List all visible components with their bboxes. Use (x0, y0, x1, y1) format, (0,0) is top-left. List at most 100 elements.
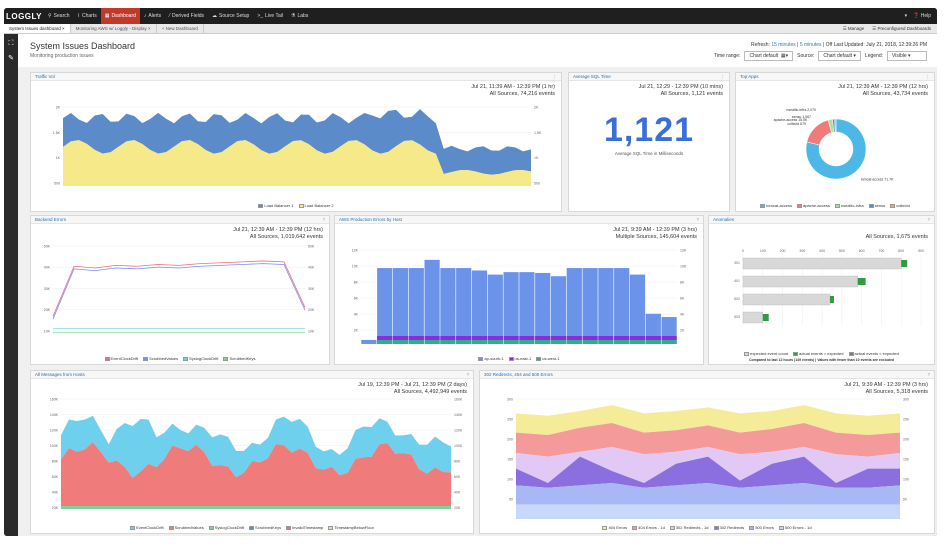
legend-item[interactable]: InvalidTimestamp (286, 525, 323, 530)
panel-menu-icon[interactable]: ? (322, 217, 325, 222)
y-tick-label: 500 (534, 181, 540, 185)
expected-bar (742, 275, 858, 288)
legend-item[interactable]: 404 Errors - 1d (632, 525, 665, 530)
legend-item[interactable]: actual events > expected (793, 351, 844, 356)
panel-menu-icon[interactable]: ? (696, 217, 699, 222)
legend-item[interactable]: us-east-1 (508, 356, 532, 361)
new-dashboard-button[interactable]: + New Dashboard (157, 24, 204, 33)
legend-item[interactable]: actual events < expected (848, 351, 899, 356)
legend-item[interactable]: tomcat-access (760, 203, 792, 208)
expand-icon[interactable]: ⛶ (8, 40, 14, 47)
legend-item[interactable]: expected event count (744, 351, 788, 356)
legend-item[interactable]: us-west-1 (536, 356, 560, 361)
nav-alerts[interactable]: ♪ Alerts (140, 8, 165, 24)
nav-dashboard[interactable]: ▦ Dashboard (100, 8, 140, 24)
legend-item[interactable]: apache-access (796, 203, 830, 208)
legend-swatch (223, 356, 229, 361)
help-button[interactable]: ❓ Help (913, 13, 931, 19)
tab-monitoring-aws[interactable]: Monitoring AWS w/ Loggly - Display × (71, 24, 157, 33)
legend-item[interactable]: 302 Redirects - 1d (669, 525, 709, 530)
dashboard-header: System Issues Dashboard Monitoring produ… (18, 34, 937, 67)
legend-label: apache-access (802, 203, 830, 208)
nav-charts[interactable]: ⌇ Charts (74, 8, 101, 24)
source-select[interactable]: Chart default ▾ (818, 51, 861, 61)
nav-search[interactable]: ⚲ Search (44, 8, 74, 24)
slice-label: nsealtic-infra 2,070 (786, 108, 816, 112)
legend-swatch (508, 356, 514, 361)
nav-derived-fields[interactable]: ⁄ Derived Fields (165, 8, 208, 24)
y-tick-label: 250 (903, 418, 909, 422)
legend-swatch (669, 525, 675, 530)
refresh-15-link[interactable]: 15 minutes (771, 42, 796, 48)
tab-system-issues[interactable]: System Issues dashboard × (4, 24, 71, 33)
legend-select[interactable]: Visible ▾ (887, 51, 927, 61)
refresh-5-link[interactable]: 5 minutes (799, 42, 822, 48)
redirects-legend: 404 Errors 404 Errors - 1d 302 Redirects -… (480, 525, 934, 530)
panel-menu-icon[interactable]: ? (466, 372, 469, 377)
panel-menu-icon[interactable]: ? (927, 372, 930, 377)
legend-item[interactable]: ap-south-1 (478, 356, 504, 361)
left-sidebar: ⛶ ✎ (4, 34, 18, 536)
legend-item[interactable]: EventClockDrift (130, 525, 164, 530)
legend-item[interactable]: collectd (890, 203, 910, 208)
legend-item[interactable]: 500 Errors (749, 525, 774, 530)
bar-ap-south-1 (361, 339, 377, 344)
legend-item[interactable]: Load Balancer 2 (298, 203, 334, 208)
series-area-layer (516, 456, 900, 488)
legend-item[interactable]: SyslogClockDrift (208, 525, 245, 530)
legend-swatch (298, 203, 304, 208)
edit-icon[interactable]: ✎ (8, 55, 14, 62)
bar-us-east-1 (629, 336, 646, 340)
nav-live-tail[interactable]: >_ Live Tail (253, 8, 287, 24)
y-tick-label: 100K (454, 444, 463, 448)
bar-us-east-1 (408, 336, 424, 340)
loggly-logo[interactable]: LOGGLY (5, 11, 43, 21)
bar-us-west-1 (408, 340, 424, 344)
traffic-legend: Load Balancer 1 Load Balancer 2 (31, 203, 561, 208)
y-tick-label: 50K (308, 245, 315, 249)
legend-item[interactable]: 404 Errors (602, 525, 627, 530)
panel-menu-icon[interactable]: ⋮ (925, 74, 931, 79)
bar-us-west-1 (487, 340, 503, 344)
bar-us-west-1 (645, 340, 661, 344)
legend-item[interactable]: sensu (868, 203, 885, 208)
legend-label: us-east-1 (514, 356, 532, 361)
panel-menu-icon[interactable]: ⋮ (720, 74, 726, 79)
legend-label: SyslogClockDrift (214, 525, 245, 530)
legend-item[interactable]: TimestampBelowFloor (328, 525, 374, 530)
legend-swatch (760, 203, 766, 208)
legend-item[interactable]: Load Balancer 1 (258, 203, 294, 208)
legend-item[interactable]: ScrubbedKeys (249, 525, 281, 530)
all-messages-panel: All Messages from Hosts? Jul 19, 12:39 P… (30, 370, 474, 534)
legend-swatch (104, 356, 110, 361)
legend-item[interactable]: 500 Errors - 1d (778, 525, 812, 530)
y-tick-label: 20K (44, 308, 51, 312)
time-range-select[interactable]: Chart default ▦▾ (744, 51, 794, 61)
series-area-layer (516, 423, 900, 457)
y-tick-label: 80K (454, 460, 461, 464)
legend-item[interactable]: EventClockDrift (104, 356, 138, 361)
bar-ap-south-1 (614, 268, 630, 344)
manage-button[interactable]: ☰ Manage (842, 25, 865, 31)
aws-errors-legend: ap-south-1 us-east-1 us-west-1 (335, 356, 703, 361)
legend-item[interactable]: 302 Redirects (713, 525, 744, 530)
chart-icon: ⌇ (77, 13, 80, 19)
legend-item[interactable]: ScrubbedValues (168, 525, 204, 530)
nav-source-setup[interactable]: ☁ Source Setup (208, 8, 253, 24)
panel-menu-icon[interactable]: ⋮ (552, 74, 558, 79)
legend-item[interactable]: nsealtic-infra (834, 203, 864, 208)
panel-menu-icon[interactable]: ? (927, 217, 930, 222)
y-tick-label: 40K (454, 491, 461, 495)
legend-swatch (258, 203, 264, 208)
nav-label: Dashboard (111, 13, 136, 19)
legend-label: actual events > expected (799, 351, 844, 356)
legend-label: us-west-1 (542, 356, 560, 361)
legend-item[interactable]: ScrubbedValues (143, 356, 178, 361)
legend-item[interactable]: SyslogClockDrift (183, 356, 218, 361)
bar-us-west-1 (471, 340, 488, 344)
bar-us-east-1 (471, 336, 488, 340)
preconfigured-dashboards-button[interactable]: ☰ Preconfigured Dashboards (872, 25, 931, 31)
user-menu-button[interactable]: ▾ (904, 13, 908, 19)
legend-item[interactable]: ScrubbedKeys (223, 356, 255, 361)
nav-labs[interactable]: ⚗ Labs (287, 8, 312, 24)
